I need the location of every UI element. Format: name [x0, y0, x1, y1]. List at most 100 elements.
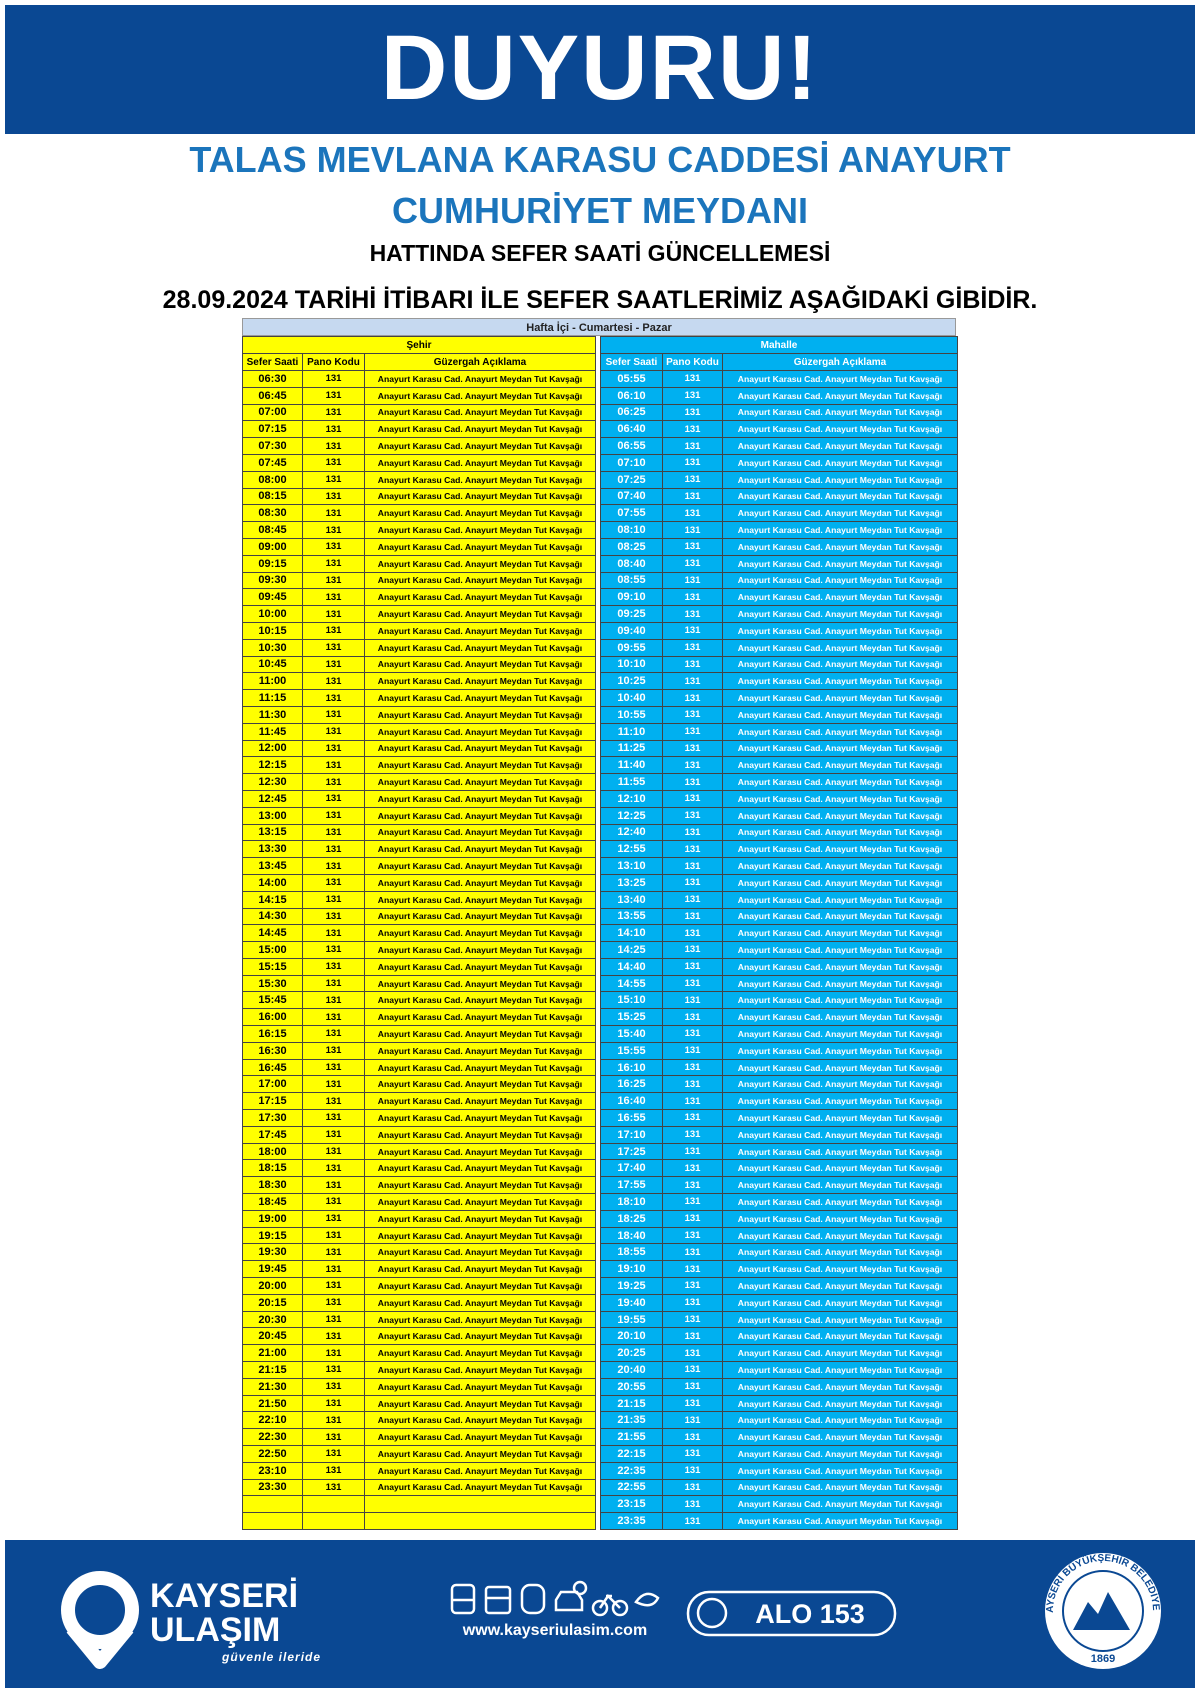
row: 16:30 131 Anayurt Karasu Cad. Anayurt Meyd… — [242, 1041, 596, 1060]
departure-time: 19:55 — [600, 1310, 663, 1329]
departure-time: 18:15 — [242, 1159, 303, 1178]
route: Anayurt Karasu Cad. Anayurt Meydan Tut K… — [722, 1310, 958, 1329]
departure-time: 07:40 — [600, 487, 663, 506]
logo-pin — [61, 1571, 139, 1669]
departure-time: 10:40 — [600, 689, 663, 707]
row: 21:55 131 Anayurt Karasu Cad. Anayurt Meyd… — [600, 1428, 958, 1446]
departure-time: 19:25 — [600, 1277, 663, 1295]
row: 14:55 131 Anayurt Karasu Cad. Anayurt Meyd… — [600, 974, 958, 993]
route: Anayurt Karasu Cad. Anayurt Meydan Tut K… — [722, 470, 958, 489]
row: 13:55 131 Anayurt Karasu Cad. Anayurt Meyd… — [600, 907, 958, 926]
panel-code: 131 — [302, 1159, 365, 1178]
departure-time: 09:30 — [242, 571, 303, 590]
panel-code: 131 — [662, 1209, 723, 1228]
panel-code: 131 — [662, 621, 723, 640]
departure-time: 09:25 — [600, 605, 663, 623]
row: 21:30 131 Anayurt Karasu Cad. Anayurt Meyd… — [242, 1377, 596, 1396]
row: 20:30 131 Anayurt Karasu Cad. Anayurt Meyd… — [242, 1310, 596, 1329]
route: Anayurt Karasu Cad. Anayurt Meydan Tut K… — [722, 1260, 958, 1279]
route: Anayurt Karasu Cad. Anayurt Meydan Tut K… — [364, 1159, 596, 1178]
route: Anayurt Karasu Cad. Anayurt Meydan Tut K… — [364, 1293, 596, 1312]
route: Anayurt Karasu Cad. Anayurt Meydan Tut K… — [722, 1125, 958, 1144]
row: 18:45 131 Anayurt Karasu Cad. Anayurt Meyd… — [242, 1193, 596, 1211]
brand-line: KAYSERİ — [150, 1577, 299, 1615]
row: 09:25 131 Anayurt Karasu Cad. Anayurt Meyd… — [600, 605, 958, 623]
route: Anayurt Karasu Cad. Anayurt Meydan Tut K… — [722, 974, 958, 993]
route: Anayurt Karasu Cad. Anayurt Meydan Tut K… — [364, 1209, 596, 1228]
panel-code: 131 — [302, 840, 365, 859]
departure-time: 08:45 — [242, 521, 303, 539]
panel-code: 131 — [662, 1495, 723, 1514]
departure-time: 07:55 — [600, 504, 663, 523]
departure-time: 19:00 — [242, 1209, 303, 1228]
row: 14:30 131 Anayurt Karasu Cad. Anayurt Meyd… — [242, 907, 596, 926]
panel-code: 131 — [662, 823, 723, 842]
departure-time: 14:30 — [242, 907, 303, 926]
route: Anayurt Karasu Cad. Anayurt Meydan Tut K… — [364, 1411, 596, 1430]
departure-time: 07:00 — [242, 403, 303, 422]
departure-time: 18:55 — [600, 1243, 663, 1262]
row: 20:10 131 Anayurt Karasu Cad. Anayurt Meyd… — [600, 1327, 958, 1346]
row: 14:45 131 Anayurt Karasu Cad. Anayurt Meyd… — [242, 924, 596, 943]
empty-cell — [364, 1495, 596, 1514]
departure-time: 16:55 — [600, 1109, 663, 1127]
route: Anayurt Karasu Cad. Anayurt Meydan Tut K… — [722, 907, 958, 926]
panel-code: 131 — [662, 689, 723, 707]
row: 17:30 131 Anayurt Karasu Cad. Anayurt Meyd… — [242, 1109, 596, 1127]
route: Anayurt Karasu Cad. Anayurt Meydan Tut K… — [364, 705, 596, 724]
route: Anayurt Karasu Cad. Anayurt Meydan Tut K… — [364, 1445, 596, 1463]
panel-code: 131 — [662, 890, 723, 909]
row: 18:55 131 Anayurt Karasu Cad. Anayurt Meyd… — [600, 1243, 958, 1262]
row: 22:10 131 Anayurt Karasu Cad. Anayurt Meyd… — [242, 1411, 596, 1430]
departure-time: 15:40 — [600, 1025, 663, 1043]
row: 11:45 131 Anayurt Karasu Cad. Anayurt Meyd… — [242, 722, 596, 741]
row: 20:40 131 Anayurt Karasu Cad. Anayurt Meyd… — [600, 1361, 958, 1379]
departure-time: 21:00 — [242, 1344, 303, 1363]
route: Anayurt Karasu Cad. Anayurt Meydan Tut K… — [722, 1394, 958, 1413]
route: Anayurt Karasu Cad. Anayurt Meydan Tut K… — [364, 437, 596, 455]
route: Anayurt Karasu Cad. Anayurt Meydan Tut K… — [364, 890, 596, 909]
panel-code: 131 — [302, 857, 365, 875]
row: 09:00 131 Anayurt Karasu Cad. Anayurt Meyd… — [242, 537, 596, 556]
departure-time: 18:10 — [600, 1193, 663, 1211]
row: 12:55 131 Anayurt Karasu Cad. Anayurt Meyd… — [600, 840, 958, 859]
departure-time: 10:55 — [600, 705, 663, 724]
row: 21:15 131 Anayurt Karasu Cad. Anayurt Meyd… — [600, 1394, 958, 1413]
panel-code: 131 — [662, 1109, 723, 1127]
section-name-row: Şehir — [242, 336, 596, 354]
row: 12:10 131 Anayurt Karasu Cad. Anayurt Meyd… — [600, 789, 958, 808]
route: Anayurt Karasu Cad. Anayurt Meydan Tut K… — [364, 1226, 596, 1245]
row: 19:40 131 Anayurt Karasu Cad. Anayurt Meyd… — [600, 1293, 958, 1312]
row: 06:55 131 Anayurt Karasu Cad. Anayurt Meyd… — [600, 437, 958, 455]
panel-code: 131 — [302, 571, 365, 590]
departure-time: 20:55 — [600, 1377, 663, 1396]
departure-time: 13:30 — [242, 840, 303, 859]
route: Anayurt Karasu Cad. Anayurt Meydan Tut K… — [364, 1041, 596, 1060]
route: Anayurt Karasu Cad. Anayurt Meydan Tut K… — [722, 504, 958, 523]
departure-time: 20:40 — [600, 1361, 663, 1379]
departure-time: 14:15 — [242, 890, 303, 909]
row: 19:10 131 Anayurt Karasu Cad. Anayurt Meyd… — [600, 1260, 958, 1279]
row: 09:10 131 Anayurt Karasu Cad. Anayurt Meyd… — [600, 588, 958, 607]
departure-time: 18:40 — [600, 1226, 663, 1245]
departure-time: 20:10 — [600, 1327, 663, 1346]
row: 13:25 131 Anayurt Karasu Cad. Anayurt Meyd… — [600, 873, 958, 892]
row: 12:30 131 Anayurt Karasu Cad. Anayurt Meyd… — [242, 773, 596, 791]
panel-code: 131 — [662, 554, 723, 573]
route: Anayurt Karasu Cad. Anayurt Meydan Tut K… — [722, 437, 958, 455]
departure-time: 19:10 — [600, 1260, 663, 1279]
route: Anayurt Karasu Cad. Anayurt Meydan Tut K… — [722, 1478, 958, 1497]
route: Anayurt Karasu Cad. Anayurt Meydan Tut K… — [364, 403, 596, 422]
panel-code: 131 — [662, 1075, 723, 1094]
route: Anayurt Karasu Cad. Anayurt Meydan Tut K… — [364, 655, 596, 674]
row: 10:10 131 Anayurt Karasu Cad. Anayurt Meyd… — [600, 655, 958, 674]
row: 12:40 131 Anayurt Karasu Cad. Anayurt Meyd… — [600, 823, 958, 842]
route: Anayurt Karasu Cad. Anayurt Meydan Tut K… — [364, 722, 596, 741]
route: Anayurt Karasu Cad. Anayurt Meydan Tut K… — [722, 1109, 958, 1127]
row: 08:00 131 Anayurt Karasu Cad. Anayurt Meyd… — [242, 470, 596, 489]
panel-code: 131 — [302, 621, 365, 640]
departure-time: 11:00 — [242, 672, 303, 691]
departure-time: 07:25 — [600, 470, 663, 489]
panel-code: 131 — [662, 907, 723, 926]
